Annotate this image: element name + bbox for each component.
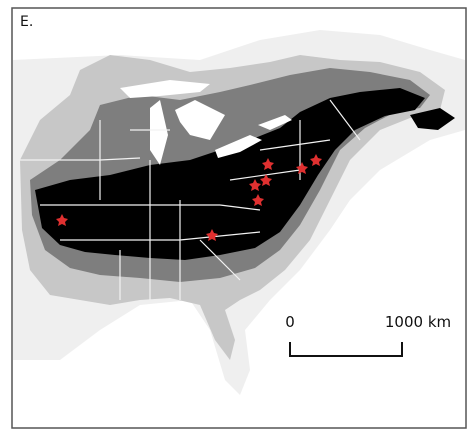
lake — [120, 80, 210, 98]
state-line — [20, 99, 361, 300]
site-marker — [56, 214, 68, 226]
lake — [215, 135, 262, 158]
lake — [175, 100, 225, 140]
site-marker — [296, 162, 308, 174]
lake — [150, 100, 168, 165]
sample-sites — [56, 154, 322, 241]
site-marker — [252, 194, 264, 206]
site-marker — [310, 154, 322, 166]
site-marker — [249, 179, 261, 191]
site-marker — [262, 158, 274, 170]
panel-label: E. — [20, 14, 33, 30]
lake — [258, 115, 292, 130]
range-core — [35, 88, 425, 260]
scale-start-label: 0 — [285, 313, 295, 331]
scale-bar — [289, 342, 403, 357]
scale-end-label: 1000 km — [385, 313, 451, 331]
state-lines — [20, 99, 361, 300]
site-marker — [260, 174, 272, 186]
range-core-ne — [410, 108, 455, 130]
site-marker — [206, 229, 218, 241]
